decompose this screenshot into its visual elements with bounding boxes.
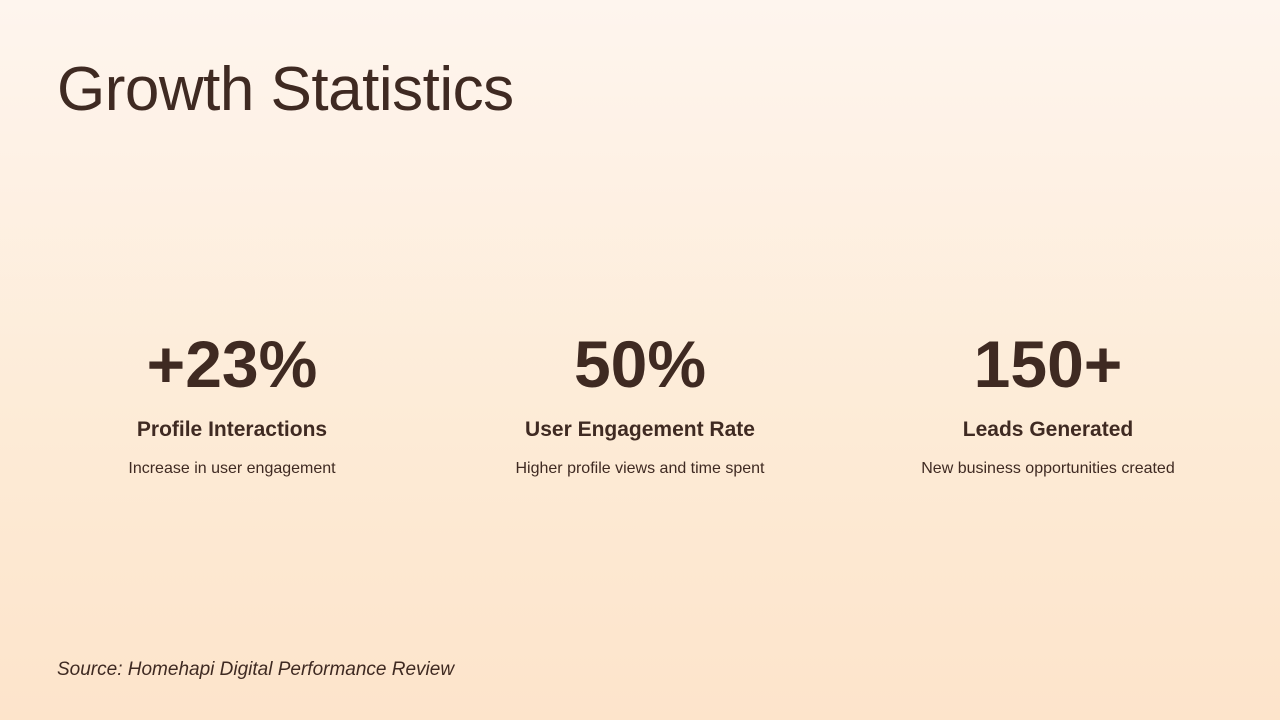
stat-description: Higher profile views and time spent xyxy=(515,460,765,477)
source-note: Source: Homehapi Digital Performance Rev… xyxy=(57,659,455,680)
stat-label: Profile Interactions xyxy=(136,418,328,441)
stat-description: New business opportunities created xyxy=(921,460,1175,477)
stat-card-profile-interactions: +23% Profile Interactions Increase in us… xyxy=(30,326,434,479)
stat-value: 50% xyxy=(573,327,707,401)
stat-description: Increase in user engagement xyxy=(128,460,336,477)
stat-value: +23% xyxy=(146,327,318,401)
stat-card-user-engagement-rate: 50% User Engagement Rate Higher profile … xyxy=(438,326,842,479)
slide-title: Growth Statistics xyxy=(57,55,514,124)
stats-row: +23% Profile Interactions Increase in us… xyxy=(30,326,1250,479)
stat-value: 150+ xyxy=(973,327,1123,401)
stat-card-leads-generated: 150+ Leads Generated New business opport… xyxy=(846,326,1250,479)
stat-label: User Engagement Rate xyxy=(525,418,755,441)
stat-label: Leads Generated xyxy=(962,418,1134,441)
